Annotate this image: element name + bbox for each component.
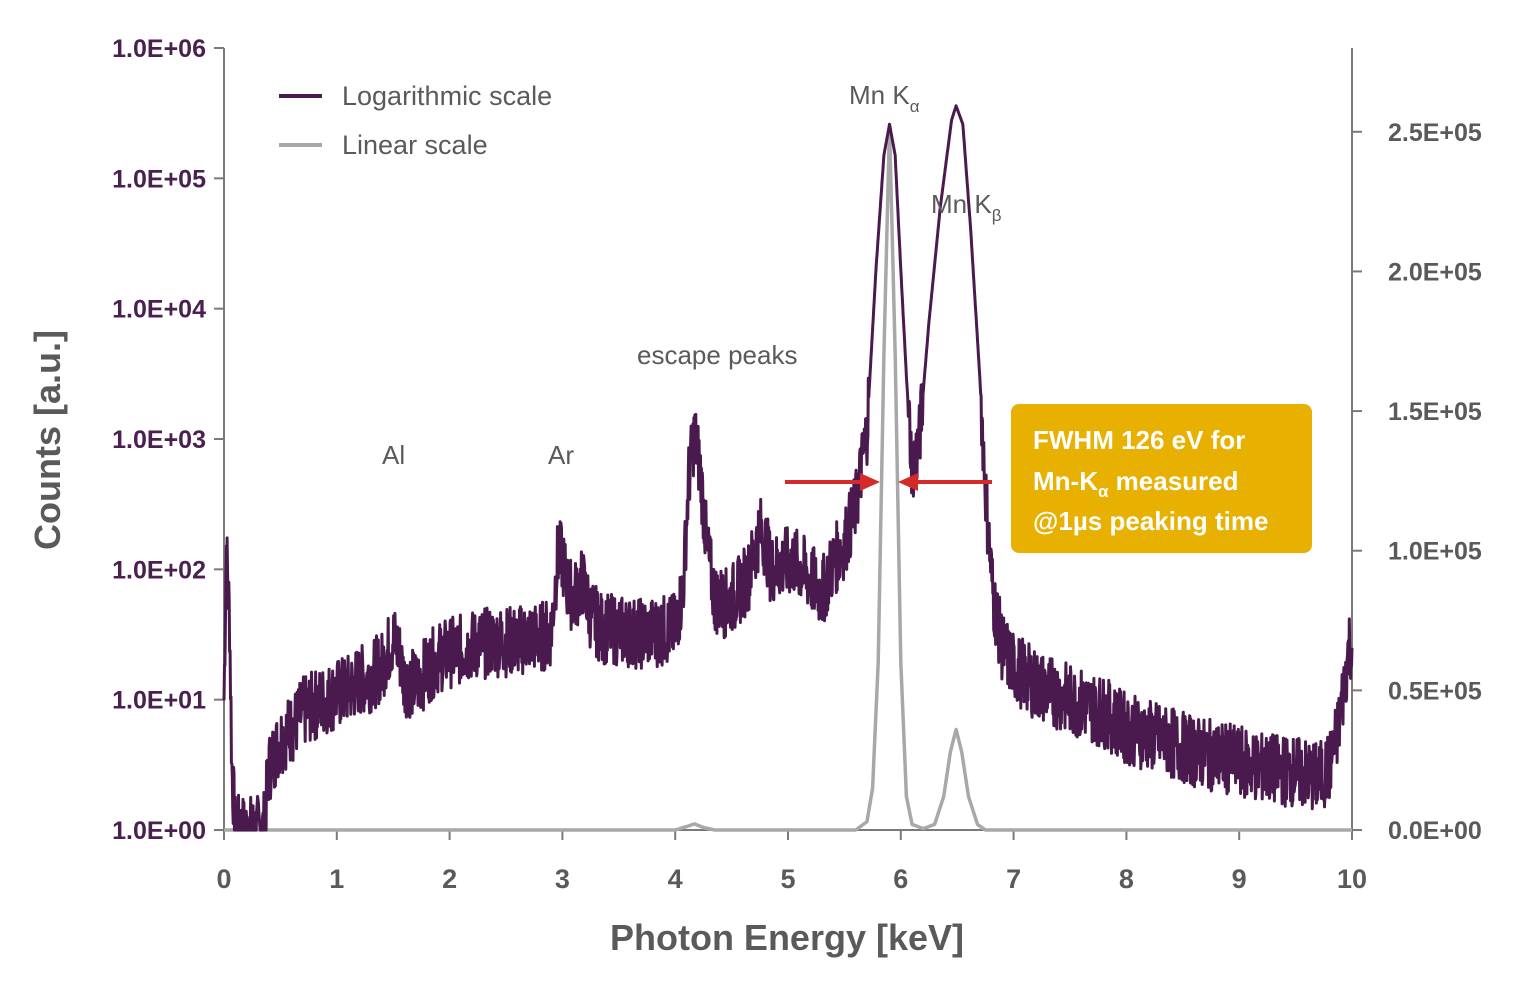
annotation-escape-peaks: escape peaks	[637, 340, 797, 370]
fwhm-callout: FWHM 126 eV for Mn-Kα measured @1µs peak…	[1011, 404, 1312, 553]
y-right-tick-label: 0.0E+00	[1388, 817, 1482, 845]
fwhm-callout-line2-rest: measured	[1108, 466, 1238, 496]
annotation-mn-ka-sub: α	[910, 97, 920, 116]
x-tick-labels: 0 1 2 3 4 5 6 7 8 9 10	[216, 830, 1367, 894]
legend-label-linear: Linear scale	[342, 130, 488, 160]
series-line-linear	[224, 124, 1352, 832]
x-tick-label: 7	[1006, 864, 1021, 894]
fwhm-callout-box	[1011, 404, 1312, 553]
x-tick-label: 9	[1232, 864, 1247, 894]
x-tick-label: 4	[668, 864, 683, 894]
x-axis-title: Photon Energy [keV]	[610, 917, 964, 958]
y-left-tick-label: 1.0E+01	[112, 687, 206, 715]
y-left-tick-labels: 1.0E+00 1.0E+01 1.0E+02 1.0E+03 1.0E+04 1.0E+…	[112, 35, 224, 845]
x-tick-label: 0	[216, 864, 231, 894]
y-right-tick-labels: 0.0E+00 0.5E+05 1.0E+05 1.5E+05 2.0E+05 2.5E+…	[1352, 119, 1482, 845]
y-axis-title: Counts [a.u.]	[27, 330, 68, 550]
annotation-mn-kb-main: Mn K	[931, 189, 992, 219]
y-left-tick-label: 1.0E+03	[112, 426, 206, 454]
annotation-ar: Ar	[548, 440, 574, 470]
fwhm-callout-line2: Mn-Kα measured	[1033, 466, 1239, 501]
y-left-tick-label: 1.0E+02	[112, 556, 206, 584]
y-left-tick-label: 1.0E+04	[112, 296, 206, 324]
fwhm-arrows	[785, 473, 992, 491]
fwhm-callout-line2-main: Mn-K	[1033, 466, 1098, 496]
y-right-tick-label: 0.5E+05	[1388, 677, 1482, 705]
x-tick-label: 3	[555, 864, 570, 894]
legend-label-log: Logarithmic scale	[342, 81, 552, 111]
x-tick-label: 10	[1337, 864, 1367, 894]
x-tick-label: 2	[442, 864, 457, 894]
y-left-tick-label: 1.0E+00	[112, 817, 206, 845]
y-right-tick-label: 1.0E+05	[1388, 538, 1482, 566]
fwhm-arrowhead-left	[860, 473, 880, 491]
x-tick-label: 8	[1119, 864, 1134, 894]
y-right-tick-label: 2.0E+05	[1388, 258, 1482, 286]
fwhm-callout-line3: @1µs peaking time	[1033, 506, 1268, 536]
x-tick-label: 1	[329, 864, 344, 894]
annotation-al: Al	[382, 440, 405, 470]
legend: Logarithmic scale Linear scale	[279, 81, 552, 160]
fwhm-arrowhead-right	[898, 473, 918, 491]
x-tick-label: 5	[780, 864, 795, 894]
fwhm-callout-line1: FWHM 126 eV for	[1033, 425, 1245, 455]
series-layer	[222, 104, 1354, 832]
y-left-tick-label: 1.0E+06	[112, 35, 206, 63]
y-right-tick-label: 1.5E+05	[1388, 398, 1482, 426]
annotation-mn-kb-sub: β	[992, 206, 1002, 225]
annotation-mn-ka: Mn Kα	[849, 80, 920, 116]
y-left-tick-label: 1.0E+05	[112, 165, 206, 193]
y-right-tick-label: 2.5E+05	[1388, 119, 1482, 147]
annotation-mn-ka-main: Mn K	[849, 80, 910, 110]
x-tick-label: 6	[893, 864, 908, 894]
fwhm-callout-line2-sub: α	[1098, 482, 1109, 501]
series-line-logarithmic	[222, 104, 1354, 832]
annotation-mn-kb: Mn Kβ	[931, 189, 1002, 225]
